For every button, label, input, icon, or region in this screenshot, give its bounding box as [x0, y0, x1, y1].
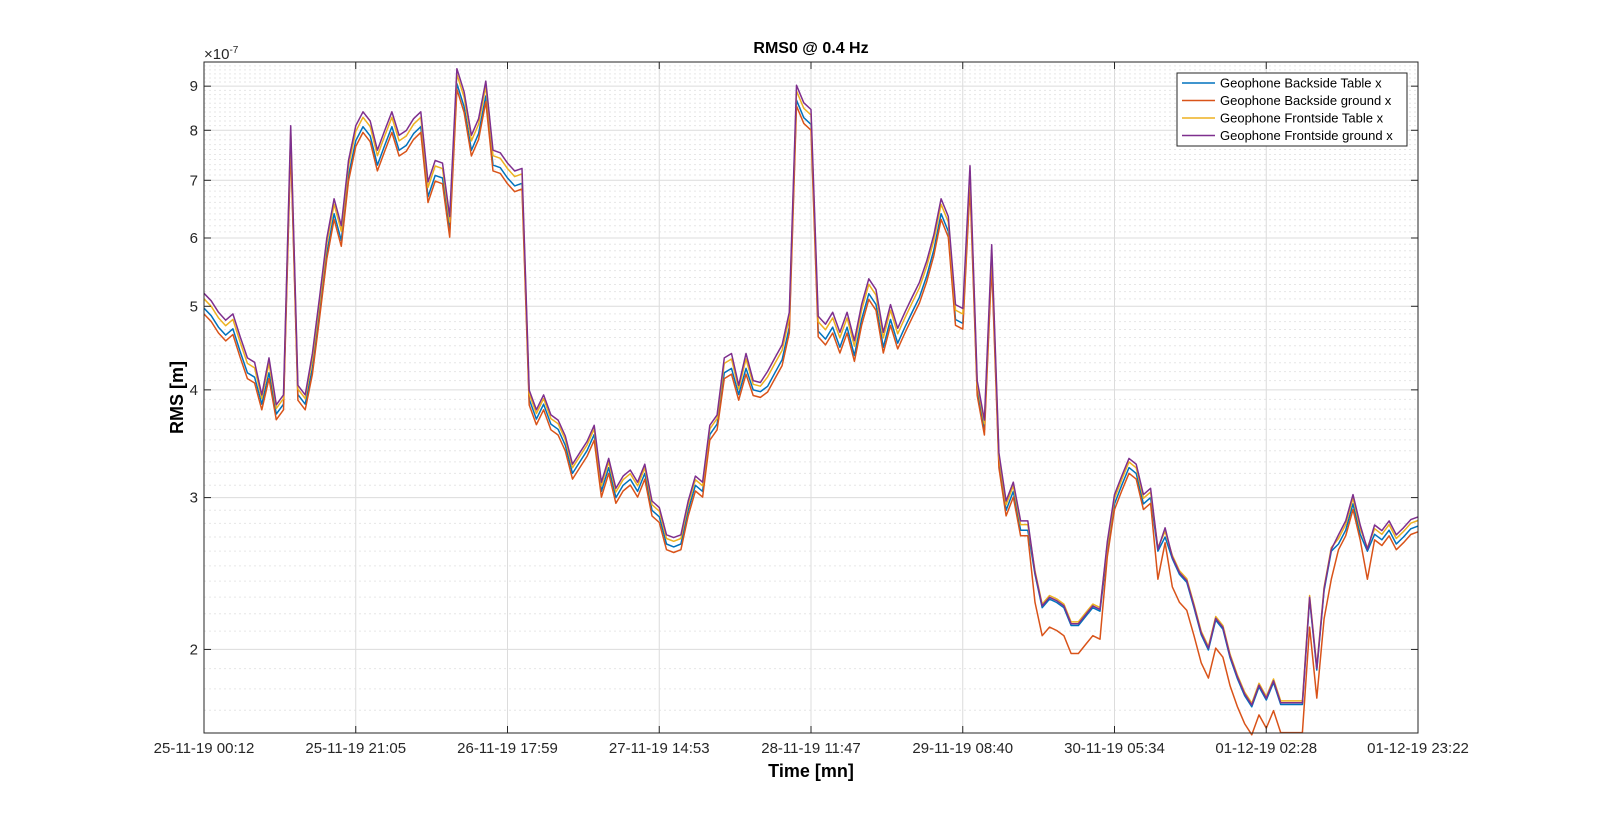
- x-tick-label: 26-11-19 17:59: [457, 740, 558, 757]
- y-tick-label: 5: [190, 298, 198, 315]
- legend-label: Geophone Backside ground x: [1220, 93, 1392, 108]
- series-lines: [203, 67, 1419, 736]
- y-tick-label: 9: [190, 78, 198, 95]
- legend-label: Geophone Backside Table x: [1220, 76, 1382, 91]
- series-line: [203, 67, 1419, 706]
- legend-box: [1176, 72, 1408, 147]
- x-tick-label: 25-11-19 21:05: [305, 740, 406, 757]
- y-tick-label: 3: [190, 490, 198, 507]
- legend-label: Geophone Frontside ground x: [1220, 128, 1393, 143]
- chart-title: RMS0 @ 0.4 Hz: [753, 40, 868, 57]
- y-exponent-label: ×10-7: [204, 45, 239, 63]
- y-tick-label: 7: [190, 172, 198, 189]
- legend: Geophone Backside Table x Geophone Backsi…: [1176, 72, 1408, 147]
- x-tick-label: 01-12-19 02:28: [1215, 740, 1317, 757]
- x-tick-labels: 25-11-19 00:12 25-11-19 21:05 26-11-19 17:…: [154, 740, 1469, 757]
- x-axis-label: Time [mn]: [768, 761, 854, 781]
- y-tick-label: 8: [190, 122, 198, 139]
- y-tick-labels: 2 3 4 5 6 7 8 9: [190, 78, 198, 658]
- x-tick-label: 25-11-19 00:12: [154, 740, 255, 757]
- y-tick-label: 4: [190, 382, 198, 399]
- y-axis-label: RMS [m]: [167, 361, 187, 434]
- legend-label: Geophone Frontside Table x: [1220, 111, 1384, 126]
- x-tick-label: 27-11-19 14:53: [609, 740, 710, 757]
- x-tick-label: 28-11-19 11:47: [761, 740, 861, 757]
- tick-marks: [203, 62, 1419, 733]
- plot-axes: 25-11-19 00:12 25-11-19 21:05 26-11-19 17:…: [154, 61, 1469, 757]
- x-tick-label: 29-11-19 08:40: [912, 740, 1013, 757]
- y-tick-label: 6: [190, 230, 198, 247]
- x-tick-label: 30-11-19 05:34: [1064, 740, 1165, 757]
- y-tick-label: 2: [190, 641, 198, 658]
- x-tick-label: 01-12-19 23:22: [1367, 740, 1469, 757]
